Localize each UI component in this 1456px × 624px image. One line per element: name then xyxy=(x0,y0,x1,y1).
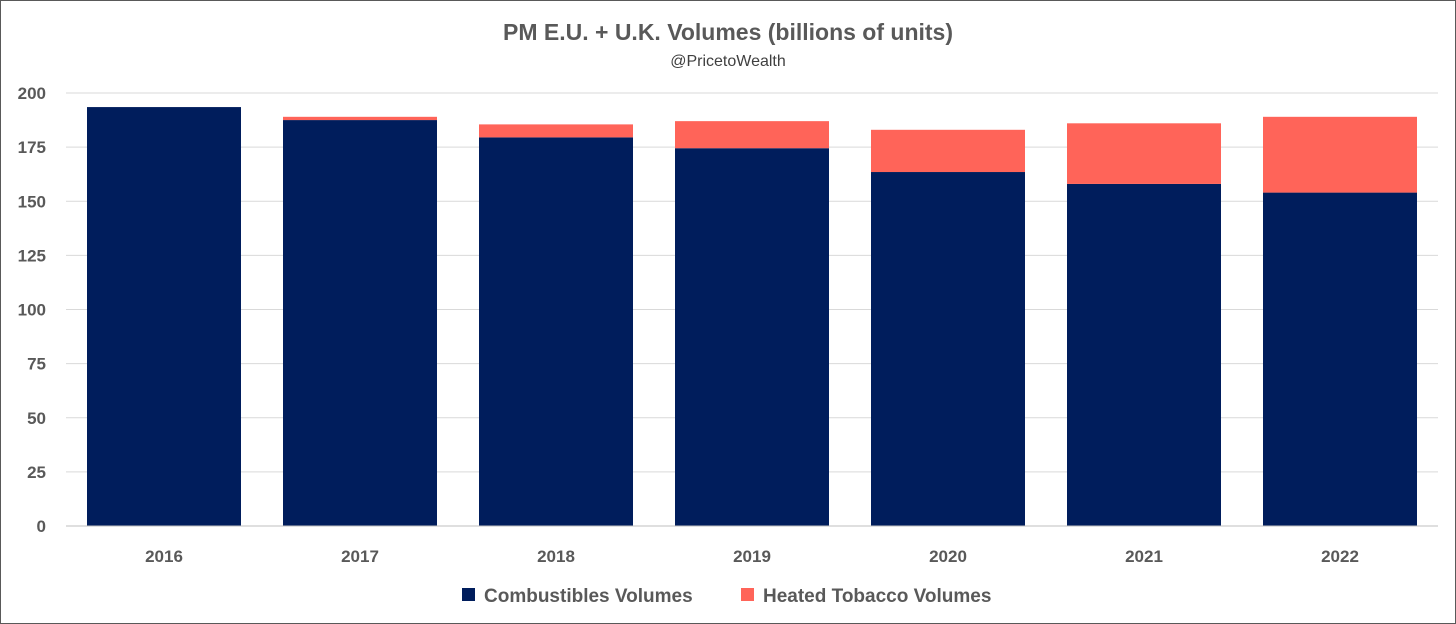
y-tick-label: 175 xyxy=(18,138,46,157)
x-tick-label: 2022 xyxy=(1321,547,1359,566)
bar-heated-tobacco-2021 xyxy=(1067,123,1221,184)
bar-heated-tobacco-2019 xyxy=(675,121,829,149)
legend-label-combustibles: Combustibles Volumes xyxy=(484,586,693,607)
chart-subtitle: @PricetoWealth xyxy=(670,53,786,70)
x-axis: 2016 2017 2018 2019 2020 2021 2022 xyxy=(66,525,1438,566)
legend-label-heated-tobacco: Heated Tobacco Volumes xyxy=(763,586,991,607)
x-tick-label: 2018 xyxy=(537,547,575,566)
bar-combustibles-2020 xyxy=(871,172,1025,526)
y-tick-label: 75 xyxy=(27,355,46,374)
bar-combustibles-2016 xyxy=(87,107,241,526)
bar-combustibles-2021 xyxy=(1067,183,1221,526)
bar-combustibles-2018 xyxy=(479,137,633,526)
x-tick-label: 2016 xyxy=(145,547,183,566)
y-tick-label: 150 xyxy=(18,192,46,211)
legend-swatch-combustibles xyxy=(462,588,475,601)
x-tick-label: 2017 xyxy=(341,547,379,566)
chart-title: PM E.U. + U.K. Volumes (billions of unit… xyxy=(503,19,953,45)
bars-layer xyxy=(87,107,1417,526)
bar-heated-tobacco-2017 xyxy=(283,116,437,121)
x-tick-label: 2019 xyxy=(733,547,771,566)
bar-combustibles-2019 xyxy=(675,148,829,526)
y-tick-label: 125 xyxy=(18,246,46,265)
y-tick-label: 50 xyxy=(27,409,46,428)
bar-heated-tobacco-2020 xyxy=(871,129,1025,173)
y-tick-label: 100 xyxy=(18,301,46,320)
bar-heated-tobacco-2018 xyxy=(479,124,633,138)
x-tick-label: 2020 xyxy=(929,547,967,566)
bar-heated-tobacco-2022 xyxy=(1263,116,1417,193)
bar-combustibles-2022 xyxy=(1263,192,1417,526)
legend: Combustibles Volumes Heated Tobacco Volum… xyxy=(462,586,991,607)
legend-swatch-heated-tobacco xyxy=(741,588,754,601)
y-axis: 0 25 50 75 100 125 150 175 200 xyxy=(18,84,46,536)
y-tick-label: 0 xyxy=(37,517,46,536)
y-tick-label: 200 xyxy=(18,84,46,103)
bar-combustibles-2017 xyxy=(283,120,437,526)
y-tick-label: 25 xyxy=(27,463,46,482)
x-tick-label: 2021 xyxy=(1125,547,1163,566)
